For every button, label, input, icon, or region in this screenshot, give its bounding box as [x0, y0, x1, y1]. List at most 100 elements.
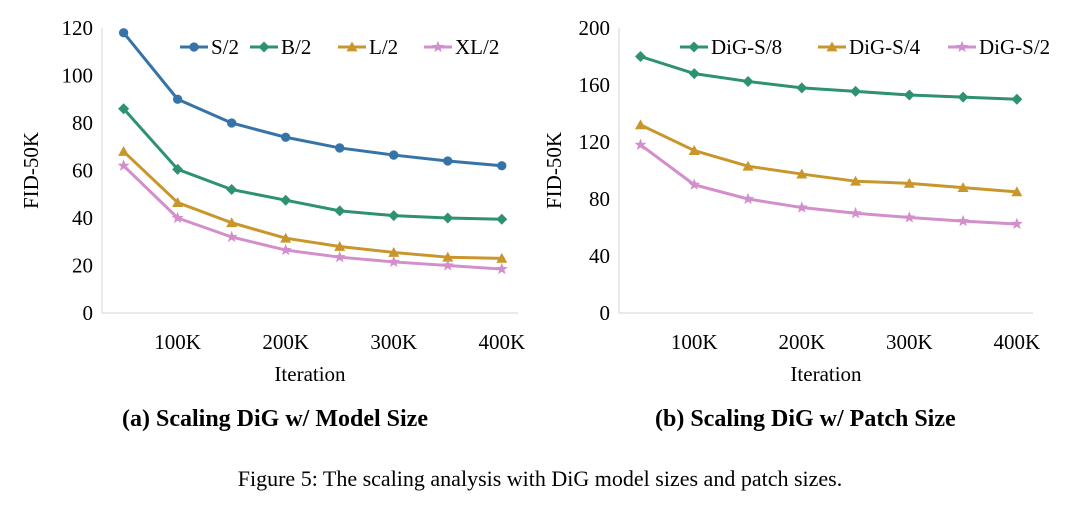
y-tick-label: 0 [83, 301, 94, 325]
data-point-marker [172, 163, 184, 175]
x-tick-label: 300K [370, 330, 417, 354]
series-b-2 [118, 103, 508, 225]
legend-label: DiG-S/8 [711, 35, 782, 59]
x-axis-label: Iteration [790, 362, 862, 386]
series-dig-s-8 [635, 51, 1023, 105]
data-point-marker [441, 259, 454, 271]
legend-marker [826, 41, 838, 52]
data-point-marker [496, 213, 508, 225]
legend-marker [955, 40, 969, 53]
chart-a-caption: (a) Scaling DiG w/ Model Size [122, 406, 428, 432]
y-axis-label: FID-50K [19, 132, 43, 209]
series-line [122, 164, 502, 271]
data-point-marker [688, 178, 701, 190]
y-axis-label: FID-50K [542, 132, 566, 209]
legend-item: DiG-S/8 [680, 35, 782, 59]
data-point-marker [496, 252, 508, 263]
data-point-marker [335, 143, 345, 153]
data-point-marker [388, 246, 400, 257]
data-point-marker [635, 51, 647, 62]
data-point-marker [796, 168, 808, 179]
data-point-marker [1011, 186, 1023, 197]
y-tick-label: 40 [72, 206, 93, 230]
data-point-marker [281, 132, 291, 142]
data-point-marker [118, 103, 130, 115]
data-point-marker [279, 243, 292, 256]
data-point-marker [225, 230, 238, 243]
data-point-marker [796, 82, 808, 94]
data-point-marker [172, 94, 183, 104]
legend-marker [258, 41, 270, 53]
data-point-marker [688, 145, 700, 155]
legend-item: S/2 [180, 35, 239, 59]
data-point-marker [742, 160, 754, 171]
data-point-marker [903, 89, 915, 101]
y-tick-label: 80 [72, 111, 93, 135]
series-dig-s-2 [634, 138, 1023, 230]
data-point-marker [226, 184, 238, 195]
data-point-marker [334, 205, 346, 217]
legend-label: L/2 [369, 35, 398, 59]
data-point-marker [634, 138, 647, 150]
y-tick-label: 200 [579, 16, 611, 40]
x-tick-label: 100K [154, 330, 201, 354]
data-point-marker [171, 211, 184, 224]
legend-item: XL/2 [424, 35, 499, 59]
series-line [639, 123, 1017, 194]
data-point-marker [795, 201, 808, 213]
data-point-marker [387, 255, 400, 268]
x-tick-label: 300K [886, 330, 933, 354]
data-point-marker [442, 212, 454, 224]
x-tick-label: 200K [778, 330, 825, 354]
y-tick-label: 100 [62, 64, 94, 88]
legend-label: S/2 [211, 35, 239, 59]
x-tick-label: 200K [262, 330, 309, 354]
y-tick-label: 120 [62, 16, 94, 40]
series-l-2 [118, 146, 508, 263]
data-point-marker [497, 161, 507, 171]
data-point-marker [495, 262, 508, 275]
data-point-marker [688, 68, 700, 80]
data-point-marker [280, 232, 292, 243]
series-line [122, 150, 502, 260]
y-tick-label: 120 [579, 130, 611, 154]
legend-marker [346, 41, 358, 52]
chart-b-caption: (b) Scaling DiG w/ Patch Size [655, 406, 956, 432]
data-point-marker [850, 85, 862, 97]
series-line [122, 107, 502, 221]
chart-a: 0 20 40 60 80 100 120 100K 200K 300K 400K Iteration… [19, 16, 525, 386]
legend-label: XL/2 [455, 35, 499, 59]
legend-marker [431, 40, 445, 53]
legend-label: DiG-S/4 [849, 35, 921, 59]
data-point-marker [957, 182, 969, 192]
data-point-marker [957, 91, 969, 103]
data-point-marker [635, 119, 647, 130]
figure-caption: Figure 5: The scaling analysis with DiG … [237, 466, 843, 491]
data-point-marker [333, 250, 346, 263]
series-line [640, 55, 1017, 101]
legend-item: DiG-S/4 [818, 35, 921, 59]
y-tick-label: 60 [72, 159, 93, 183]
data-point-marker [742, 192, 755, 205]
legend-label: DiG-S/2 [979, 35, 1050, 59]
legend-marker [688, 41, 700, 53]
data-point-marker [850, 175, 862, 186]
figure-charts: 0 20 40 60 80 100 120 100K 200K 300K 400K Iteration… [19, 16, 1050, 386]
data-point-marker [1011, 93, 1023, 105]
series-line [639, 143, 1017, 226]
data-point-marker [849, 206, 862, 219]
data-point-marker [388, 210, 400, 222]
y-tick-label: 40 [589, 244, 610, 268]
series-line [122, 31, 502, 168]
data-point-marker [742, 75, 754, 87]
series-dig-s-4 [635, 119, 1023, 197]
legend-item: L/2 [338, 35, 398, 59]
data-point-marker [957, 214, 970, 227]
chart-b: 0 40 80 120 160 200 100K 200K 300K 400K Iteration F… [542, 16, 1050, 386]
data-point-marker [226, 217, 238, 228]
data-point-marker [226, 118, 237, 128]
x-tick-label: 400K [478, 330, 525, 354]
y-tick-label: 80 [589, 187, 610, 211]
data-point-marker [334, 241, 346, 251]
data-point-marker [443, 156, 453, 166]
